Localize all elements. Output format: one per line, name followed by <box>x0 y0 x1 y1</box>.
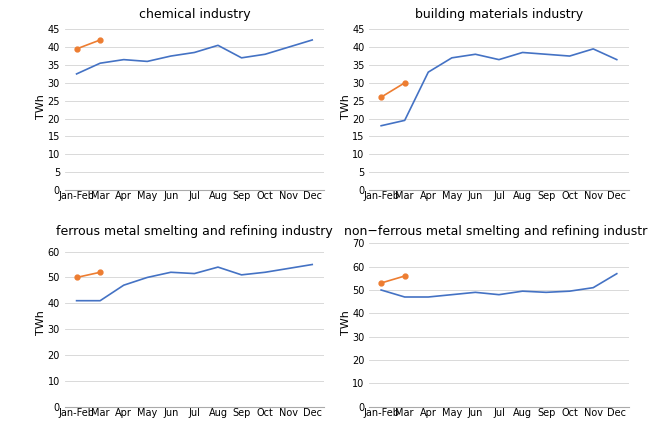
Y-axis label: TWh: TWh <box>341 310 351 335</box>
Title: building materials industry: building materials industry <box>415 8 583 21</box>
Y-axis label: TWh: TWh <box>36 310 46 335</box>
Y-axis label: TWh: TWh <box>36 94 46 118</box>
Y-axis label: TWh: TWh <box>341 94 351 118</box>
Legend: 2020, 2021: 2020, 2021 <box>430 243 568 262</box>
Title: chemical industry: chemical industry <box>139 8 250 21</box>
Title: ferrous metal smelting and refining industry: ferrous metal smelting and refining indu… <box>56 225 333 237</box>
Title: non−ferrous metal smelting and refining industry: non−ferrous metal smelting and refining … <box>343 225 648 237</box>
Legend: 2020, 2021: 2020, 2021 <box>125 243 264 262</box>
